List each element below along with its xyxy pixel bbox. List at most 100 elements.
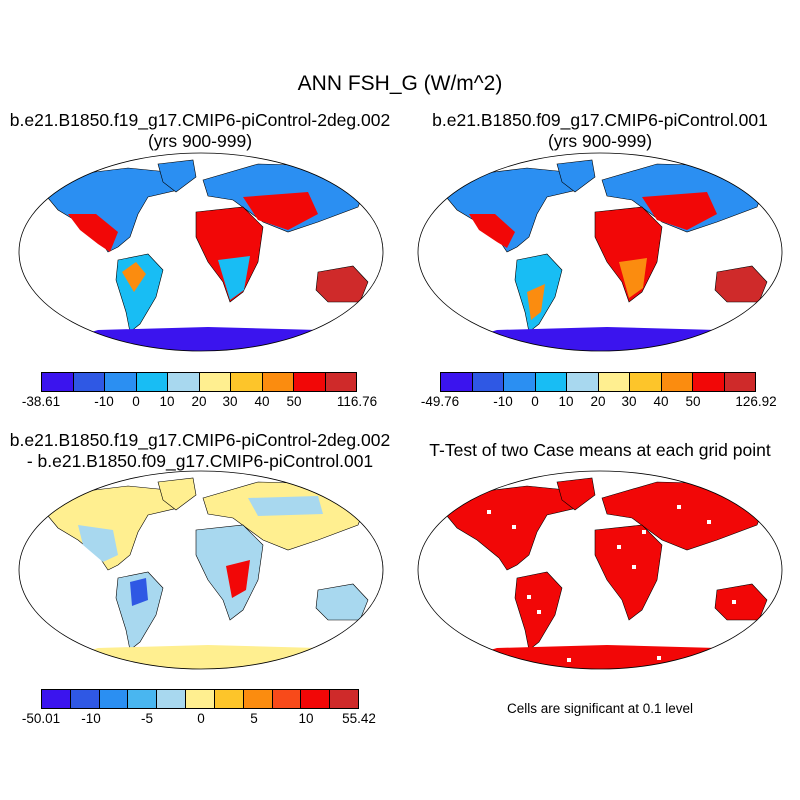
colorbar-1 <box>41 372 357 392</box>
colorbar-swatch <box>535 373 567 391</box>
map-panel-3 <box>18 470 384 670</box>
colorbar-2-label: 40 <box>653 394 669 409</box>
colorbar-3 <box>41 689 359 709</box>
land-greenland <box>556 159 596 193</box>
land-asia-warm <box>642 192 717 230</box>
colorbar-swatch <box>693 373 725 391</box>
colorbar-swatch <box>70 690 100 708</box>
colorbar-1-label: 40 <box>254 394 270 409</box>
colorbar-3-label: -10 <box>81 711 101 726</box>
map-panel-1 <box>18 152 384 352</box>
colorbar-3-label: 10 <box>298 711 314 726</box>
land-south-america-warm <box>122 262 146 292</box>
panel-2-title-line2: (yrs 900-999) <box>547 131 653 151</box>
land-eurasia-cool <box>248 496 323 516</box>
colorbar-swatch <box>262 373 294 391</box>
land-africa <box>594 524 663 621</box>
colorbar-3-label: -50.01 <box>21 711 61 726</box>
colorbar-2-label: 20 <box>590 394 606 409</box>
colorbar-2-label: 0 <box>531 394 539 409</box>
colorbar-swatch <box>168 373 200 391</box>
colorbar-swatch <box>724 373 755 391</box>
colorbar-swatch <box>105 373 137 391</box>
colorbar-1-label: -10 <box>94 394 114 409</box>
land-africa-south <box>619 258 647 298</box>
colorbar-2-label: 10 <box>558 394 574 409</box>
colorbar-swatch <box>243 690 273 708</box>
panel-1-title-line1: b.e21.B1850.f19_g17.CMIP6-piControl-2deg… <box>9 110 391 130</box>
panel-3-title-line2: - b.e21.B1850.f09_g17.CMIP6-piControl.00… <box>26 451 374 471</box>
land-antarctica <box>457 327 762 351</box>
colorbar-swatch <box>73 373 105 391</box>
land-north-america-warm <box>469 214 515 248</box>
panel-2-title: b.e21.B1850.f09_g17.CMIP6-piControl.001 … <box>400 110 800 152</box>
figure-title: ANN FSH_G (W/m^2) <box>297 72 503 95</box>
land-greenland <box>157 477 197 511</box>
colorbar-swatch <box>441 373 473 391</box>
colorbar-1-label: 116.76 <box>336 394 378 409</box>
colorbar-3-label: 55.42 <box>342 711 376 726</box>
map-panel-2 <box>417 152 783 352</box>
colorbar-3-label: 0 <box>197 711 205 726</box>
land-north-america <box>42 485 179 571</box>
colorbar-swatch <box>199 373 231 391</box>
colorbar-1-label: 10 <box>159 394 175 409</box>
land-antarctica <box>58 327 363 351</box>
colorbar-1-label: 50 <box>286 394 302 409</box>
panel-1-title-line2: (yrs 900-999) <box>147 131 253 151</box>
insignificant-cells <box>487 505 736 662</box>
colorbar-1-label: 0 <box>132 394 140 409</box>
colorbar-swatch <box>301 690 331 708</box>
significance-note: Cells are significant at 0.1 level <box>506 701 694 716</box>
colorbar-1-label: -38.61 <box>21 394 61 409</box>
colorbar-1-label: 20 <box>191 394 207 409</box>
colorbar-swatch <box>99 690 129 708</box>
colorbar-swatch <box>325 373 356 391</box>
colorbar-swatch <box>630 373 662 391</box>
colorbar-2 <box>440 372 756 392</box>
colorbar-swatch <box>472 373 504 391</box>
panel-4-title-line1: T-Test of two Case means at each grid po… <box>429 440 771 460</box>
land-antarctica <box>457 645 762 669</box>
land-south-america <box>115 571 164 651</box>
land-greenland <box>157 159 197 193</box>
colorbar-1-label: 30 <box>222 394 238 409</box>
land-africa <box>594 206 663 303</box>
colorbar-swatch <box>567 373 599 391</box>
land-africa-warm <box>226 560 250 598</box>
colorbar-swatch <box>128 690 158 708</box>
panel-2-title-line1: b.e21.B1850.f09_g17.CMIP6-piControl.001 <box>432 110 768 130</box>
land-antarctica <box>58 645 363 669</box>
colorbar-swatch <box>330 690 358 708</box>
colorbar-swatch <box>136 373 168 391</box>
land-north-america <box>441 485 578 571</box>
land-north-america-cool <box>78 525 118 562</box>
panel-3-title-line1: b.e21.B1850.f19_g17.CMIP6-piControl-2deg… <box>9 430 391 450</box>
colorbar-swatch <box>598 373 630 391</box>
colorbar-swatch <box>294 373 326 391</box>
map-panel-4 <box>417 470 783 670</box>
colorbar-swatch <box>661 373 693 391</box>
colorbar-swatch <box>272 690 302 708</box>
colorbar-swatch <box>214 690 244 708</box>
colorbar-swatch <box>42 373 74 391</box>
land-north-america-warm <box>68 214 118 252</box>
land-south-america-warm <box>527 284 545 320</box>
panel-3-title: b.e21.B1850.f19_g17.CMIP6-piControl-2deg… <box>0 430 400 472</box>
panel-1-title: b.e21.B1850.f19_g17.CMIP6-piControl-2deg… <box>0 110 400 152</box>
colorbar-3-label: 5 <box>250 711 258 726</box>
land-south-america-cool <box>130 578 148 606</box>
panel-4-title: T-Test of two Case means at each grid po… <box>400 440 800 461</box>
colorbar-swatch <box>504 373 536 391</box>
colorbar-swatch <box>157 690 187 708</box>
land-asia-warm <box>243 192 318 230</box>
colorbar-2-label: -49.76 <box>420 394 460 409</box>
land-africa <box>195 206 264 303</box>
land-greenland <box>556 477 596 511</box>
colorbar-swatch <box>42 690 71 708</box>
land-africa-south <box>218 256 250 300</box>
colorbar-swatch <box>231 373 263 391</box>
colorbar-2-label: -10 <box>493 394 513 409</box>
colorbar-2-label: 50 <box>685 394 701 409</box>
colorbar-3-label: -5 <box>140 711 154 726</box>
